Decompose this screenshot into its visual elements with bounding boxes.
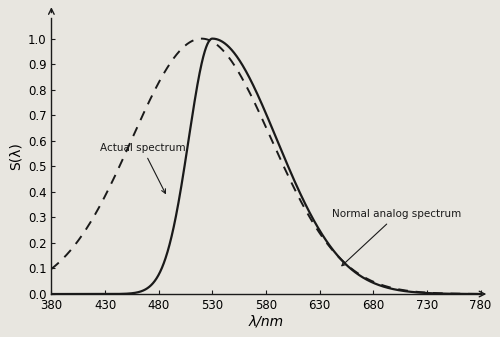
Y-axis label: S(λ): S(λ) bbox=[8, 142, 22, 170]
X-axis label: λ/nm: λ/nm bbox=[248, 315, 284, 329]
Text: Normal analog spectrum: Normal analog spectrum bbox=[332, 209, 462, 266]
Text: Actual spectrum: Actual spectrum bbox=[100, 143, 186, 193]
